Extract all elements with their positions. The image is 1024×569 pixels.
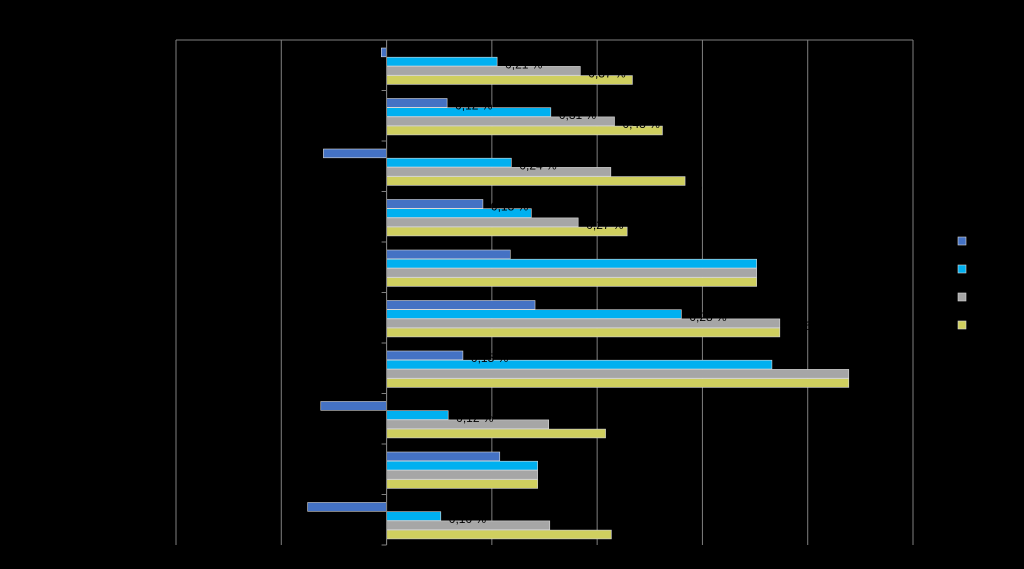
data-label: 0,56 % (788, 319, 826, 333)
bar (386, 460, 538, 471)
data-label: 0,18 % (491, 200, 529, 214)
data-labels: 0,21 % 0,37 % 0,12 % 0,31 % 0,43 % 0,24 % 0,45… (449, 57, 895, 544)
data-label: 0,24 % (519, 158, 557, 172)
data-label: 0,45 % (693, 177, 731, 191)
bar (386, 176, 686, 186)
bar (386, 249, 511, 260)
legend-swatch (957, 292, 967, 302)
bar (386, 350, 464, 361)
bar (386, 98, 448, 108)
bar (307, 502, 387, 512)
legend-swatch (957, 264, 967, 274)
category-axis (381, 39, 388, 546)
data-label: 0,31 % (614, 429, 652, 443)
bar (386, 410, 449, 420)
data-label: 0,21 % (505, 57, 543, 71)
data-label: 0,31 % (559, 108, 597, 122)
legend (957, 236, 967, 330)
bar (381, 47, 387, 58)
bar (386, 300, 536, 310)
bar (386, 470, 538, 480)
bars (307, 47, 850, 540)
data-label: 0,73 % (857, 370, 895, 384)
data-label: 0,27 % (586, 218, 624, 232)
data-label: 0,37 % (588, 67, 626, 81)
legend-swatch (957, 236, 967, 246)
bar (386, 199, 484, 209)
data-label: 0,10 % (449, 512, 487, 526)
bar (386, 277, 757, 287)
data-label: 0,23 % (765, 259, 803, 273)
data-label: 0,43 % (623, 117, 661, 131)
bar (386, 359, 773, 370)
bar (386, 157, 512, 168)
data-label: 0,2 (546, 461, 563, 475)
bar (386, 327, 781, 338)
bar (386, 479, 538, 489)
bar (323, 148, 387, 159)
bar (386, 268, 757, 278)
bar (386, 428, 606, 439)
data-label: 0,15 % (471, 351, 509, 365)
bar (386, 56, 498, 67)
data-label: 0,28 % (689, 310, 727, 324)
legend-swatch (957, 320, 967, 330)
data-label: 0,37 % (635, 227, 673, 241)
bar (386, 369, 850, 379)
bar (386, 167, 612, 177)
data-label: 0,12 % (456, 411, 494, 425)
bar (386, 529, 612, 540)
data-label: 0,31 % (619, 530, 657, 544)
bar (386, 309, 682, 319)
bar (386, 125, 663, 136)
data-label: 0,12 % (455, 99, 493, 113)
bar (386, 217, 579, 227)
bar (386, 258, 757, 269)
bar (320, 401, 387, 411)
bar (386, 66, 581, 76)
bar (386, 511, 442, 521)
bar (386, 451, 501, 462)
bar (386, 378, 850, 388)
